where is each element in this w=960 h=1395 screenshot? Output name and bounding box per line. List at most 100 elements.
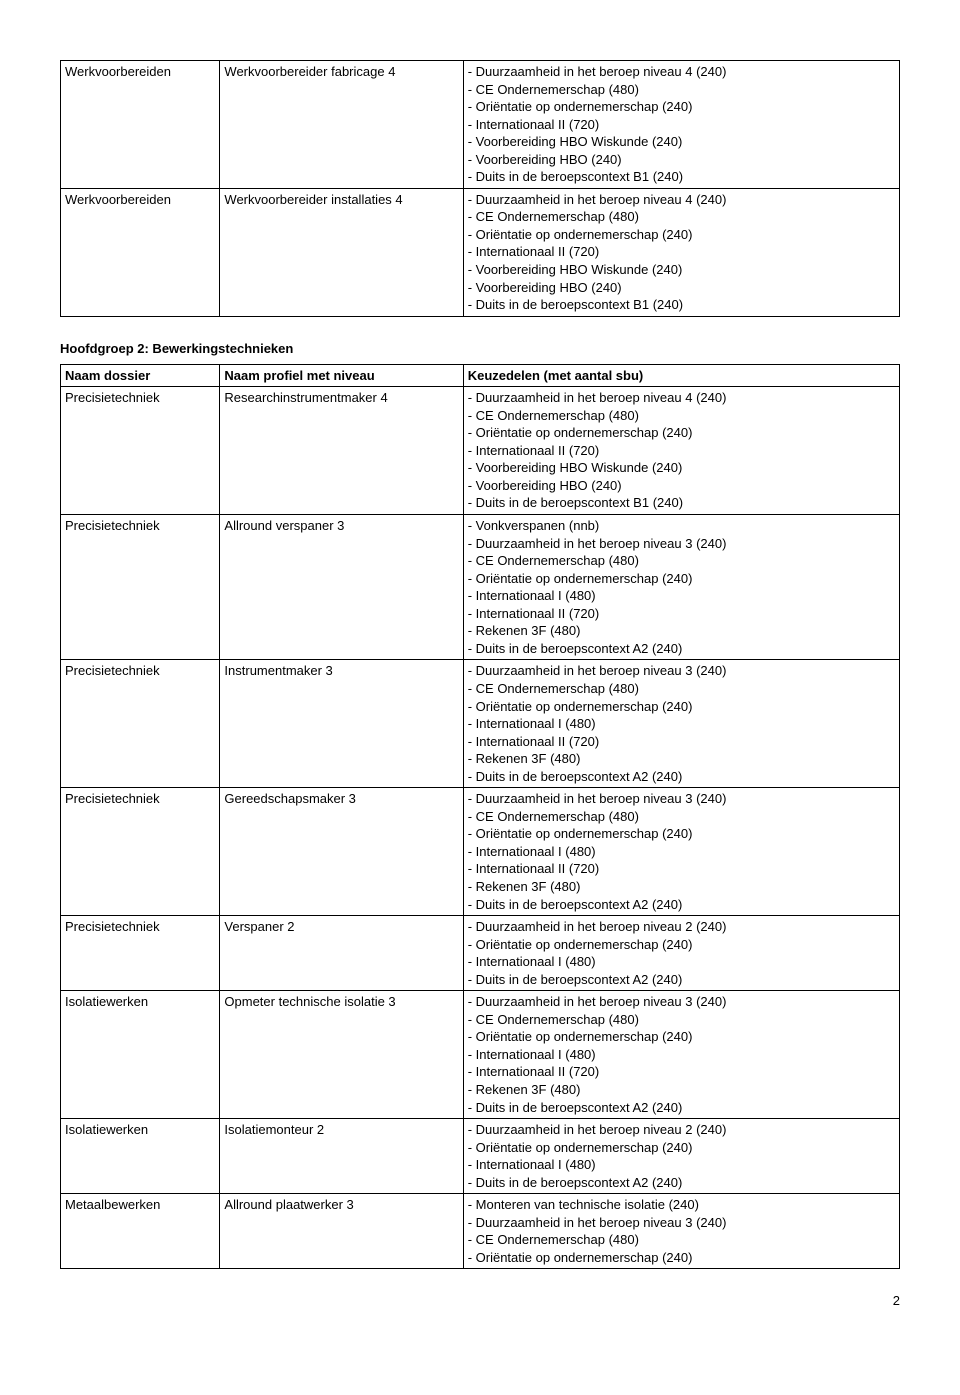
keuze-item: - Duurzaamheid in het beroep niveau 2 (2… — [468, 918, 895, 936]
header-profiel: Naam profiel met niveau — [220, 364, 463, 387]
table-header-row: Naam dossier Naam profiel met niveau Keu… — [61, 364, 900, 387]
table-row: WerkvoorbereidenWerkvoorbereider install… — [61, 188, 900, 316]
cell-dossier: Metaalbewerken — [61, 1194, 220, 1269]
cell-dossier: Werkvoorbereiden — [61, 188, 220, 316]
keuze-item: - Duits in de beroepscontext B1 (240) — [468, 494, 895, 512]
cell-keuzedelen: - Duurzaamheid in het beroep niveau 3 (2… — [463, 660, 899, 788]
keuze-item: - Duurzaamheid in het beroep niveau 4 (2… — [468, 191, 895, 209]
cell-dossier: Precisietechniek — [61, 515, 220, 660]
cell-dossier: Isolatiewerken — [61, 1119, 220, 1194]
cell-dossier: Werkvoorbereiden — [61, 61, 220, 189]
cell-keuzedelen: - Duurzaamheid in het beroep niveau 2 (2… — [463, 1119, 899, 1194]
keuze-item: - Duurzaamheid in het beroep niveau 3 (2… — [468, 790, 895, 808]
keuze-item: - Internationaal II (720) — [468, 442, 895, 460]
cell-dossier: Isolatiewerken — [61, 991, 220, 1119]
keuze-item: - Voorbereiding HBO (240) — [468, 279, 895, 297]
cell-keuzedelen: - Monteren van technische isolatie (240)… — [463, 1194, 899, 1269]
keuze-item: - Voorbereiding HBO Wiskunde (240) — [468, 133, 895, 151]
header-keuze: Keuzedelen (met aantal sbu) — [463, 364, 899, 387]
cell-profiel: Werkvoorbereider fabricage 4 — [220, 61, 463, 189]
keuze-item: - CE Ondernemerschap (480) — [468, 552, 895, 570]
table-row: PrecisietechniekGereedschapsmaker 3- Duu… — [61, 788, 900, 916]
keuze-item: - Internationaal II (720) — [468, 605, 895, 623]
keuze-item: - Vonkverspanen (nnb) — [468, 517, 895, 535]
table-row: MetaalbewerkenAllround plaatwerker 3- Mo… — [61, 1194, 900, 1269]
cell-keuzedelen: - Duurzaamheid in het beroep niveau 2 (2… — [463, 916, 899, 991]
table-hoofdgroep2: Naam dossier Naam profiel met niveau Keu… — [60, 364, 900, 1270]
keuze-item: - CE Ondernemerschap (480) — [468, 81, 895, 99]
cell-keuzedelen: - Duurzaamheid in het beroep niveau 4 (2… — [463, 61, 899, 189]
keuze-item: - Rekenen 3F (480) — [468, 878, 895, 896]
keuze-item: - Rekenen 3F (480) — [468, 1081, 895, 1099]
keuze-item: - Duits in de beroepscontext A2 (240) — [468, 640, 895, 658]
keuze-item: - CE Ondernemerschap (480) — [468, 208, 895, 226]
page-number: 2 — [60, 1293, 900, 1308]
keuze-item: - Oriëntatie op ondernemerschap (240) — [468, 698, 895, 716]
keuze-item: - Duurzaamheid in het beroep niveau 3 (2… — [468, 1214, 895, 1232]
cell-profiel: Opmeter technische isolatie 3 — [220, 991, 463, 1119]
keuze-item: - Duurzaamheid in het beroep niveau 3 (2… — [468, 993, 895, 1011]
keuze-item: - Internationaal I (480) — [468, 1046, 895, 1064]
cell-keuzedelen: - Duurzaamheid in het beroep niveau 3 (2… — [463, 788, 899, 916]
keuze-item: - Duits in de beroepscontext B1 (240) — [468, 168, 895, 186]
keuze-item: - Oriëntatie op ondernemerschap (240) — [468, 1139, 895, 1157]
table-row: PrecisietechniekVerspaner 2 - Duurzaamhei… — [61, 916, 900, 991]
table-row: WerkvoorbereidenWerkvoorbereider fabrica… — [61, 61, 900, 189]
cell-profiel: Verspaner 2 — [220, 916, 463, 991]
keuze-item: - Duurzaamheid in het beroep niveau 3 (2… — [468, 535, 895, 553]
keuze-item: - Duits in de beroepscontext A2 (240) — [468, 896, 895, 914]
header-dossier: Naam dossier — [61, 364, 220, 387]
cell-dossier: Precisietechniek — [61, 387, 220, 515]
keuze-item: - Duurzaamheid in het beroep niveau 2 (2… — [468, 1121, 895, 1139]
keuze-item: - Voorbereiding HBO Wiskunde (240) — [468, 261, 895, 279]
keuze-item: - Oriëntatie op ondernemerschap (240) — [468, 936, 895, 954]
keuze-item: - Duits in de beroepscontext A2 (240) — [468, 971, 895, 989]
keuze-item: - Internationaal I (480) — [468, 1156, 895, 1174]
keuze-item: - Oriëntatie op ondernemerschap (240) — [468, 825, 895, 843]
cell-keuzedelen: - Duurzaamheid in het beroep niveau 4 (2… — [463, 387, 899, 515]
cell-profiel: Gereedschapsmaker 3 — [220, 788, 463, 916]
keuze-item: - Oriëntatie op ondernemerschap (240) — [468, 98, 895, 116]
keuze-item: - Duurzaamheid in het beroep niveau 3 (2… — [468, 662, 895, 680]
keuze-item: - Internationaal I (480) — [468, 715, 895, 733]
keuze-item: - Duits in de beroepscontext A2 (240) — [468, 1099, 895, 1117]
keuze-item: - Internationaal II (720) — [468, 243, 895, 261]
cell-profiel: Allround plaatwerker 3 — [220, 1194, 463, 1269]
cell-dossier: Precisietechniek — [61, 916, 220, 991]
keuze-item: - CE Ondernemerschap (480) — [468, 407, 895, 425]
cell-profiel: Isolatiemonteur 2 — [220, 1119, 463, 1194]
keuze-item: - Internationaal I (480) — [468, 587, 895, 605]
keuze-item: - Duits in de beroepscontext B1 (240) — [468, 296, 895, 314]
cell-profiel: Researchinstrumentmaker 4 — [220, 387, 463, 515]
keuze-item: - Internationaal I (480) — [468, 843, 895, 861]
table-row: IsolatiewerkenOpmeter technische isolati… — [61, 991, 900, 1119]
keuze-item: - Monteren van technische isolatie (240) — [468, 1196, 895, 1214]
keuze-item: - Oriëntatie op ondernemerschap (240) — [468, 1249, 895, 1267]
table-continuation: WerkvoorbereidenWerkvoorbereider fabrica… — [60, 60, 900, 317]
keuze-item: - CE Ondernemerschap (480) — [468, 680, 895, 698]
section-title: Hoofdgroep 2: Bewerkingstechnieken — [60, 341, 900, 356]
keuze-item: - CE Ondernemerschap (480) — [468, 1231, 895, 1249]
keuze-item: - Voorbereiding HBO (240) — [468, 477, 895, 495]
keuze-item: - Rekenen 3F (480) — [468, 622, 895, 640]
keuze-item: - Oriëntatie op ondernemerschap (240) — [468, 1028, 895, 1046]
keuze-item: - Rekenen 3F (480) — [468, 750, 895, 768]
table-row: PrecisietechniekResearchinstrumentmaker … — [61, 387, 900, 515]
keuze-item: - Oriëntatie op ondernemerschap (240) — [468, 570, 895, 588]
keuze-item: - Internationaal II (720) — [468, 1063, 895, 1081]
cell-keuzedelen: - Duurzaamheid in het beroep niveau 3 (2… — [463, 991, 899, 1119]
table-row: PrecisietechniekAllround verspaner 3- Vo… — [61, 515, 900, 660]
cell-dossier: Precisietechniek — [61, 660, 220, 788]
cell-keuzedelen: - Duurzaamheid in het beroep niveau 4 (2… — [463, 188, 899, 316]
keuze-item: - Internationaal II (720) — [468, 733, 895, 751]
table-row: PrecisietechniekInstrumentmaker 3- Duurz… — [61, 660, 900, 788]
keuze-item: - Duurzaamheid in het beroep niveau 4 (2… — [468, 63, 895, 81]
keuze-item: - Voorbereiding HBO Wiskunde (240) — [468, 459, 895, 477]
keuze-item: - Duits in de beroepscontext A2 (240) — [468, 1174, 895, 1192]
keuze-item: - Voorbereiding HBO (240) — [468, 151, 895, 169]
cell-profiel: Allround verspaner 3 — [220, 515, 463, 660]
keuze-item: - CE Ondernemerschap (480) — [468, 808, 895, 826]
keuze-item: - Oriëntatie op ondernemerschap (240) — [468, 424, 895, 442]
keuze-item: - Internationaal II (720) — [468, 860, 895, 878]
cell-keuzedelen: - Vonkverspanen (nnb)- Duurzaamheid in h… — [463, 515, 899, 660]
